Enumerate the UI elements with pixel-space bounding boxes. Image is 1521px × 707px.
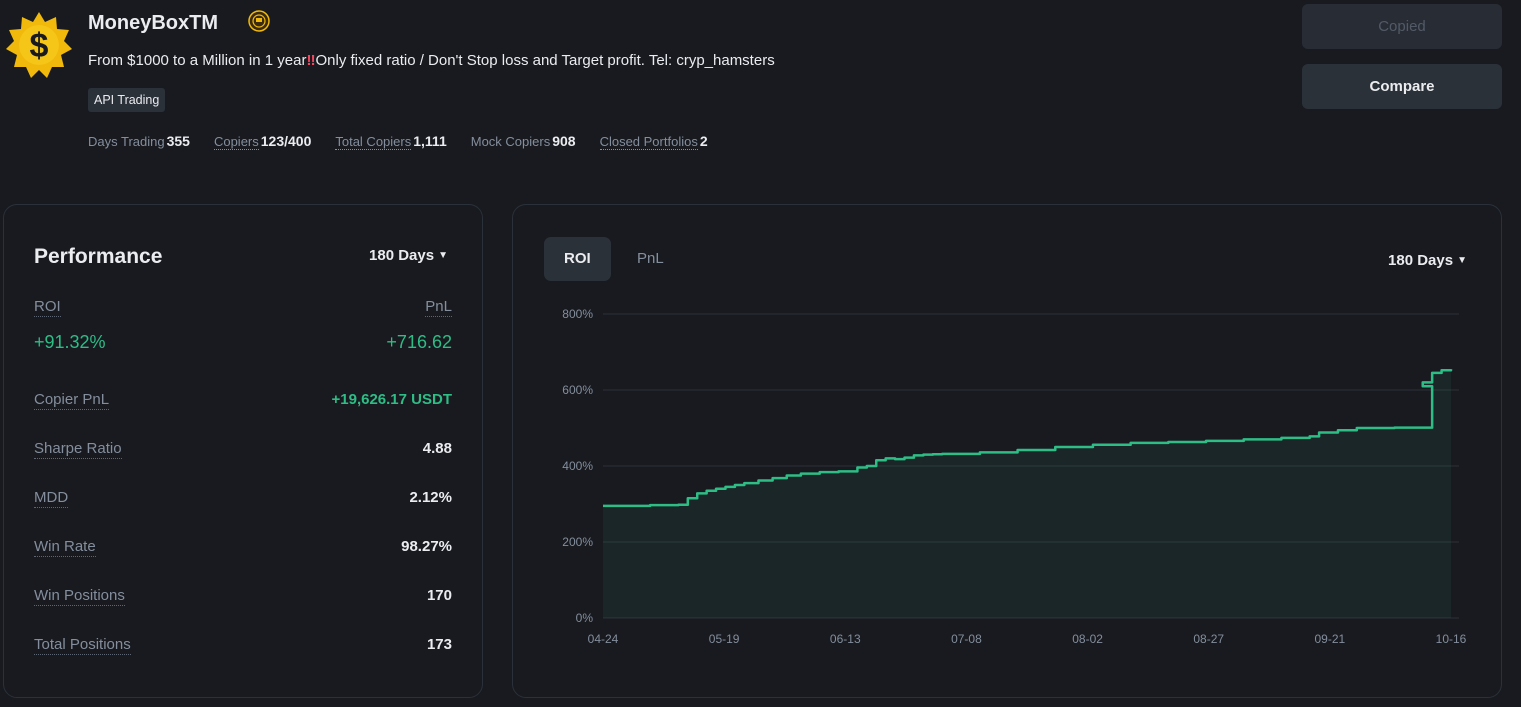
trader-stats: Days Trading 355 Copiers 123/400 Total Cop… [88, 133, 708, 150]
x-tick-label: 10-16 [1436, 632, 1467, 646]
period-label: 180 Days [369, 247, 435, 264]
metric-label-total-positions[interactable]: Total Positions [34, 636, 131, 655]
metric-label-mdd[interactable]: MDD [34, 489, 69, 508]
stat-value: 908 [552, 133, 576, 149]
x-tick-label: 08-27 [1193, 632, 1224, 646]
metric-label-win-rate[interactable]: Win Rate [34, 538, 96, 557]
x-tick-label: 07-08 [951, 632, 982, 646]
copied-button[interactable]: Copied [1302, 4, 1502, 49]
stat-value: 1,111 [413, 133, 447, 149]
double-exclamation-icon: ‼ [306, 52, 316, 69]
y-tick-label: 800% [562, 307, 593, 321]
metric-label-win-positions[interactable]: Win Positions [34, 587, 125, 606]
compare-button[interactable]: Compare [1302, 64, 1502, 109]
caret-down-icon: ▼ [1457, 255, 1467, 266]
stat-closed-portfolios[interactable]: Closed Portfolios 2 [599, 133, 708, 150]
metric-label-copier-pnl[interactable]: Copier PnL [34, 391, 110, 410]
x-tick-label: 09-21 [1315, 632, 1346, 646]
stat-label: Mock Copiers [470, 134, 551, 149]
stat-value: 123/400 [260, 133, 312, 149]
stat-value: 2 [699, 133, 708, 149]
y-tick-label: 200% [562, 535, 593, 549]
roi-chart-card: ROI PnL 180 Days ▼ 0% 200% 400% 600% 800% 04-2… [512, 204, 1502, 698]
roi-label[interactable]: ROI [34, 298, 61, 317]
stat-copiers[interactable]: Copiers 123/400 [213, 133, 312, 150]
performance-card: Performance 180 Days ▼ ROI PnL +91.32% +7… [3, 204, 483, 698]
metric-value-win-rate: 98.27% [401, 538, 452, 555]
x-tick-label: 08-02 [1072, 632, 1103, 646]
chart-period-dropdown[interactable]: 180 Days ▼ [1388, 252, 1467, 269]
y-tick-label: 400% [562, 459, 593, 473]
stat-days-trading: Days Trading 355 [88, 133, 190, 149]
description-text-rest: Only fixed ratio / Don't Stop loss and T… [315, 52, 775, 69]
stat-value: 355 [166, 133, 190, 149]
stat-mock-copiers: Mock Copiers 908 [471, 133, 576, 149]
trader-name[interactable]: MoneyBoxTM [88, 12, 218, 34]
trader-logo: $ [6, 12, 72, 78]
pnl-value: +716.62 [386, 332, 452, 352]
stat-label[interactable]: Copiers [213, 134, 259, 150]
x-tick-label: 05-19 [709, 632, 740, 646]
description-text: From $1000 to a Million in 1 year [88, 52, 307, 69]
roi-value: +91.32% [34, 332, 106, 352]
y-tick-label: 600% [562, 383, 593, 397]
tab-pnl[interactable]: PnL [637, 250, 664, 267]
period-label: 180 Days [1388, 252, 1454, 269]
medal-badge-icon [248, 10, 270, 32]
stat-label[interactable]: Total Copiers [335, 134, 412, 150]
stat-total-copiers[interactable]: Total Copiers 1,111 [335, 133, 447, 150]
metric-value-mdd: 2.12% [409, 489, 452, 506]
logo-dollar-sign: $ [30, 27, 49, 65]
roi-area-fill [603, 369, 1451, 618]
performance-period-dropdown[interactable]: 180 Days ▼ [369, 247, 448, 264]
caret-down-icon: ▼ [438, 250, 448, 261]
metric-value-sharpe-ratio: 4.88 [422, 440, 452, 457]
metric-value-copier-pnl: +19,626.17 USDT [331, 391, 453, 408]
performance-title: Performance [34, 245, 163, 268]
trader-description: From $1000 to a Million in 1 year‼Only f… [88, 52, 775, 69]
metric-value-win-positions: 170 [426, 587, 452, 604]
tab-roi[interactable]: ROI [544, 237, 611, 281]
pnl-label[interactable]: PnL [425, 298, 452, 317]
roi-series-line [603, 368, 1453, 508]
metric-value-total-positions: 173 [426, 636, 452, 653]
y-tick-label: 0% [576, 611, 594, 625]
roi-line-chart[interactable]: 0% 200% 400% 600% 800% 04-24 05-19 06-13 07-08 08… [513, 205, 1501, 697]
x-tick-label: 06-13 [830, 632, 861, 646]
stat-label[interactable]: Closed Portfolios [599, 134, 698, 150]
metric-label-sharpe-ratio[interactable]: Sharpe Ratio [34, 440, 122, 459]
x-tick-label: 04-24 [588, 632, 619, 646]
stat-label: Days Trading [88, 134, 165, 149]
api-trading-tag: API Trading [88, 88, 166, 112]
